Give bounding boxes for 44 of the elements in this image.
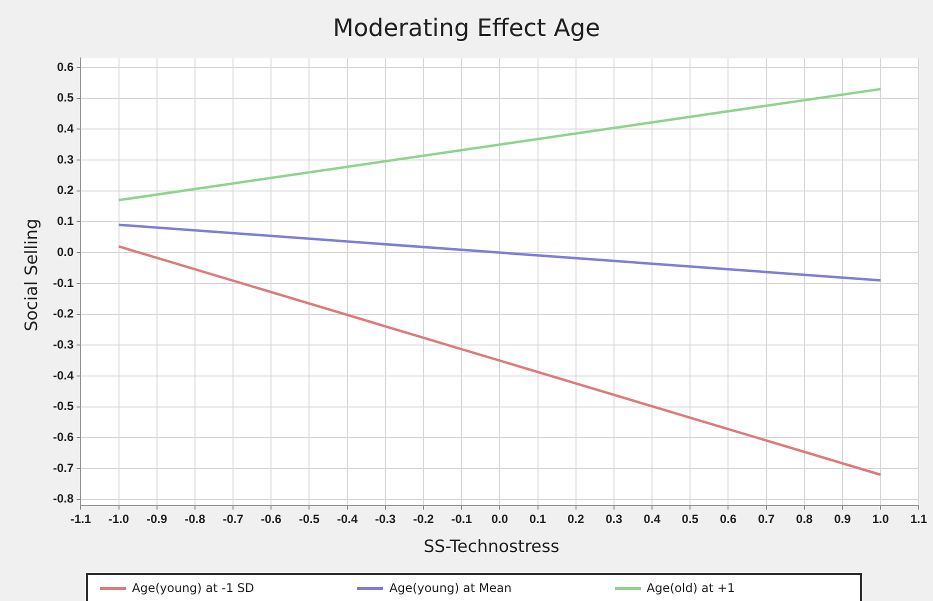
legend-label: Age(old) at +1 xyxy=(646,581,735,595)
x-tick-label: -0.8 xyxy=(184,512,206,526)
y-axis-title: Social Selling xyxy=(22,218,42,332)
x-tick-label: -1.0 xyxy=(108,512,130,526)
x-tick-label: 0.6 xyxy=(720,512,737,526)
x-tick-label: 0.3 xyxy=(606,512,623,526)
x-tick-label: 0.0 xyxy=(491,512,508,526)
y-tick-label: -0.8 xyxy=(52,492,74,506)
x-tick-label: 1.0 xyxy=(872,512,890,526)
y-tick-label: -0.6 xyxy=(52,430,74,444)
legend-label: Age(young) at Mean xyxy=(389,581,512,595)
y-tick-label: 0.5 xyxy=(56,90,74,105)
x-tick-label: 0.7 xyxy=(758,512,775,526)
x-axis-title: SS-Technostress xyxy=(422,537,560,557)
y-tick-label: -0.3 xyxy=(52,337,74,352)
x-tick-label: -0.1 xyxy=(451,512,472,526)
x-tick-label: -0.7 xyxy=(222,512,244,526)
x-tick-label: -0.2 xyxy=(413,512,434,526)
x-tick-label: 0.9 xyxy=(834,512,852,526)
y-tick-label: -0.1 xyxy=(52,276,74,290)
x-tick-label: -0.5 xyxy=(298,512,320,526)
x-tick-label: 0.8 xyxy=(796,512,814,526)
y-tick-label: -0.4 xyxy=(52,368,74,382)
x-tick-label: 0.4 xyxy=(644,512,661,526)
x-tick-label: 0.2 xyxy=(568,512,585,526)
x-tick-label: -0.6 xyxy=(260,512,282,526)
x-tick-label: 0.5 xyxy=(682,512,699,526)
x-tick-label: -0.4 xyxy=(336,512,358,526)
y-tick-label: 0.4 xyxy=(56,121,74,136)
y-tick-label: 0.2 xyxy=(56,183,74,198)
y-tick-label: 0.0 xyxy=(56,244,74,259)
x-tick-label: -0.9 xyxy=(146,512,168,526)
x-tick-label: 1.1 xyxy=(910,512,928,526)
x-tick-label: -0.3 xyxy=(375,512,396,526)
y-tick-label: -0.5 xyxy=(52,399,74,414)
legend-label: Age(young) at -1 SD xyxy=(132,581,254,595)
x-tick-label: -1.1 xyxy=(70,512,92,526)
chart-title: Moderating Effect Age xyxy=(332,14,602,42)
y-tick-label: -0.2 xyxy=(52,306,74,321)
y-tick-label: 0.6 xyxy=(56,60,74,74)
y-tick-label: 0.1 xyxy=(56,214,74,228)
y-tick-label: 0.3 xyxy=(56,152,74,166)
x-tick-label: 0.1 xyxy=(529,512,546,526)
y-tick-label: -0.7 xyxy=(52,460,74,475)
